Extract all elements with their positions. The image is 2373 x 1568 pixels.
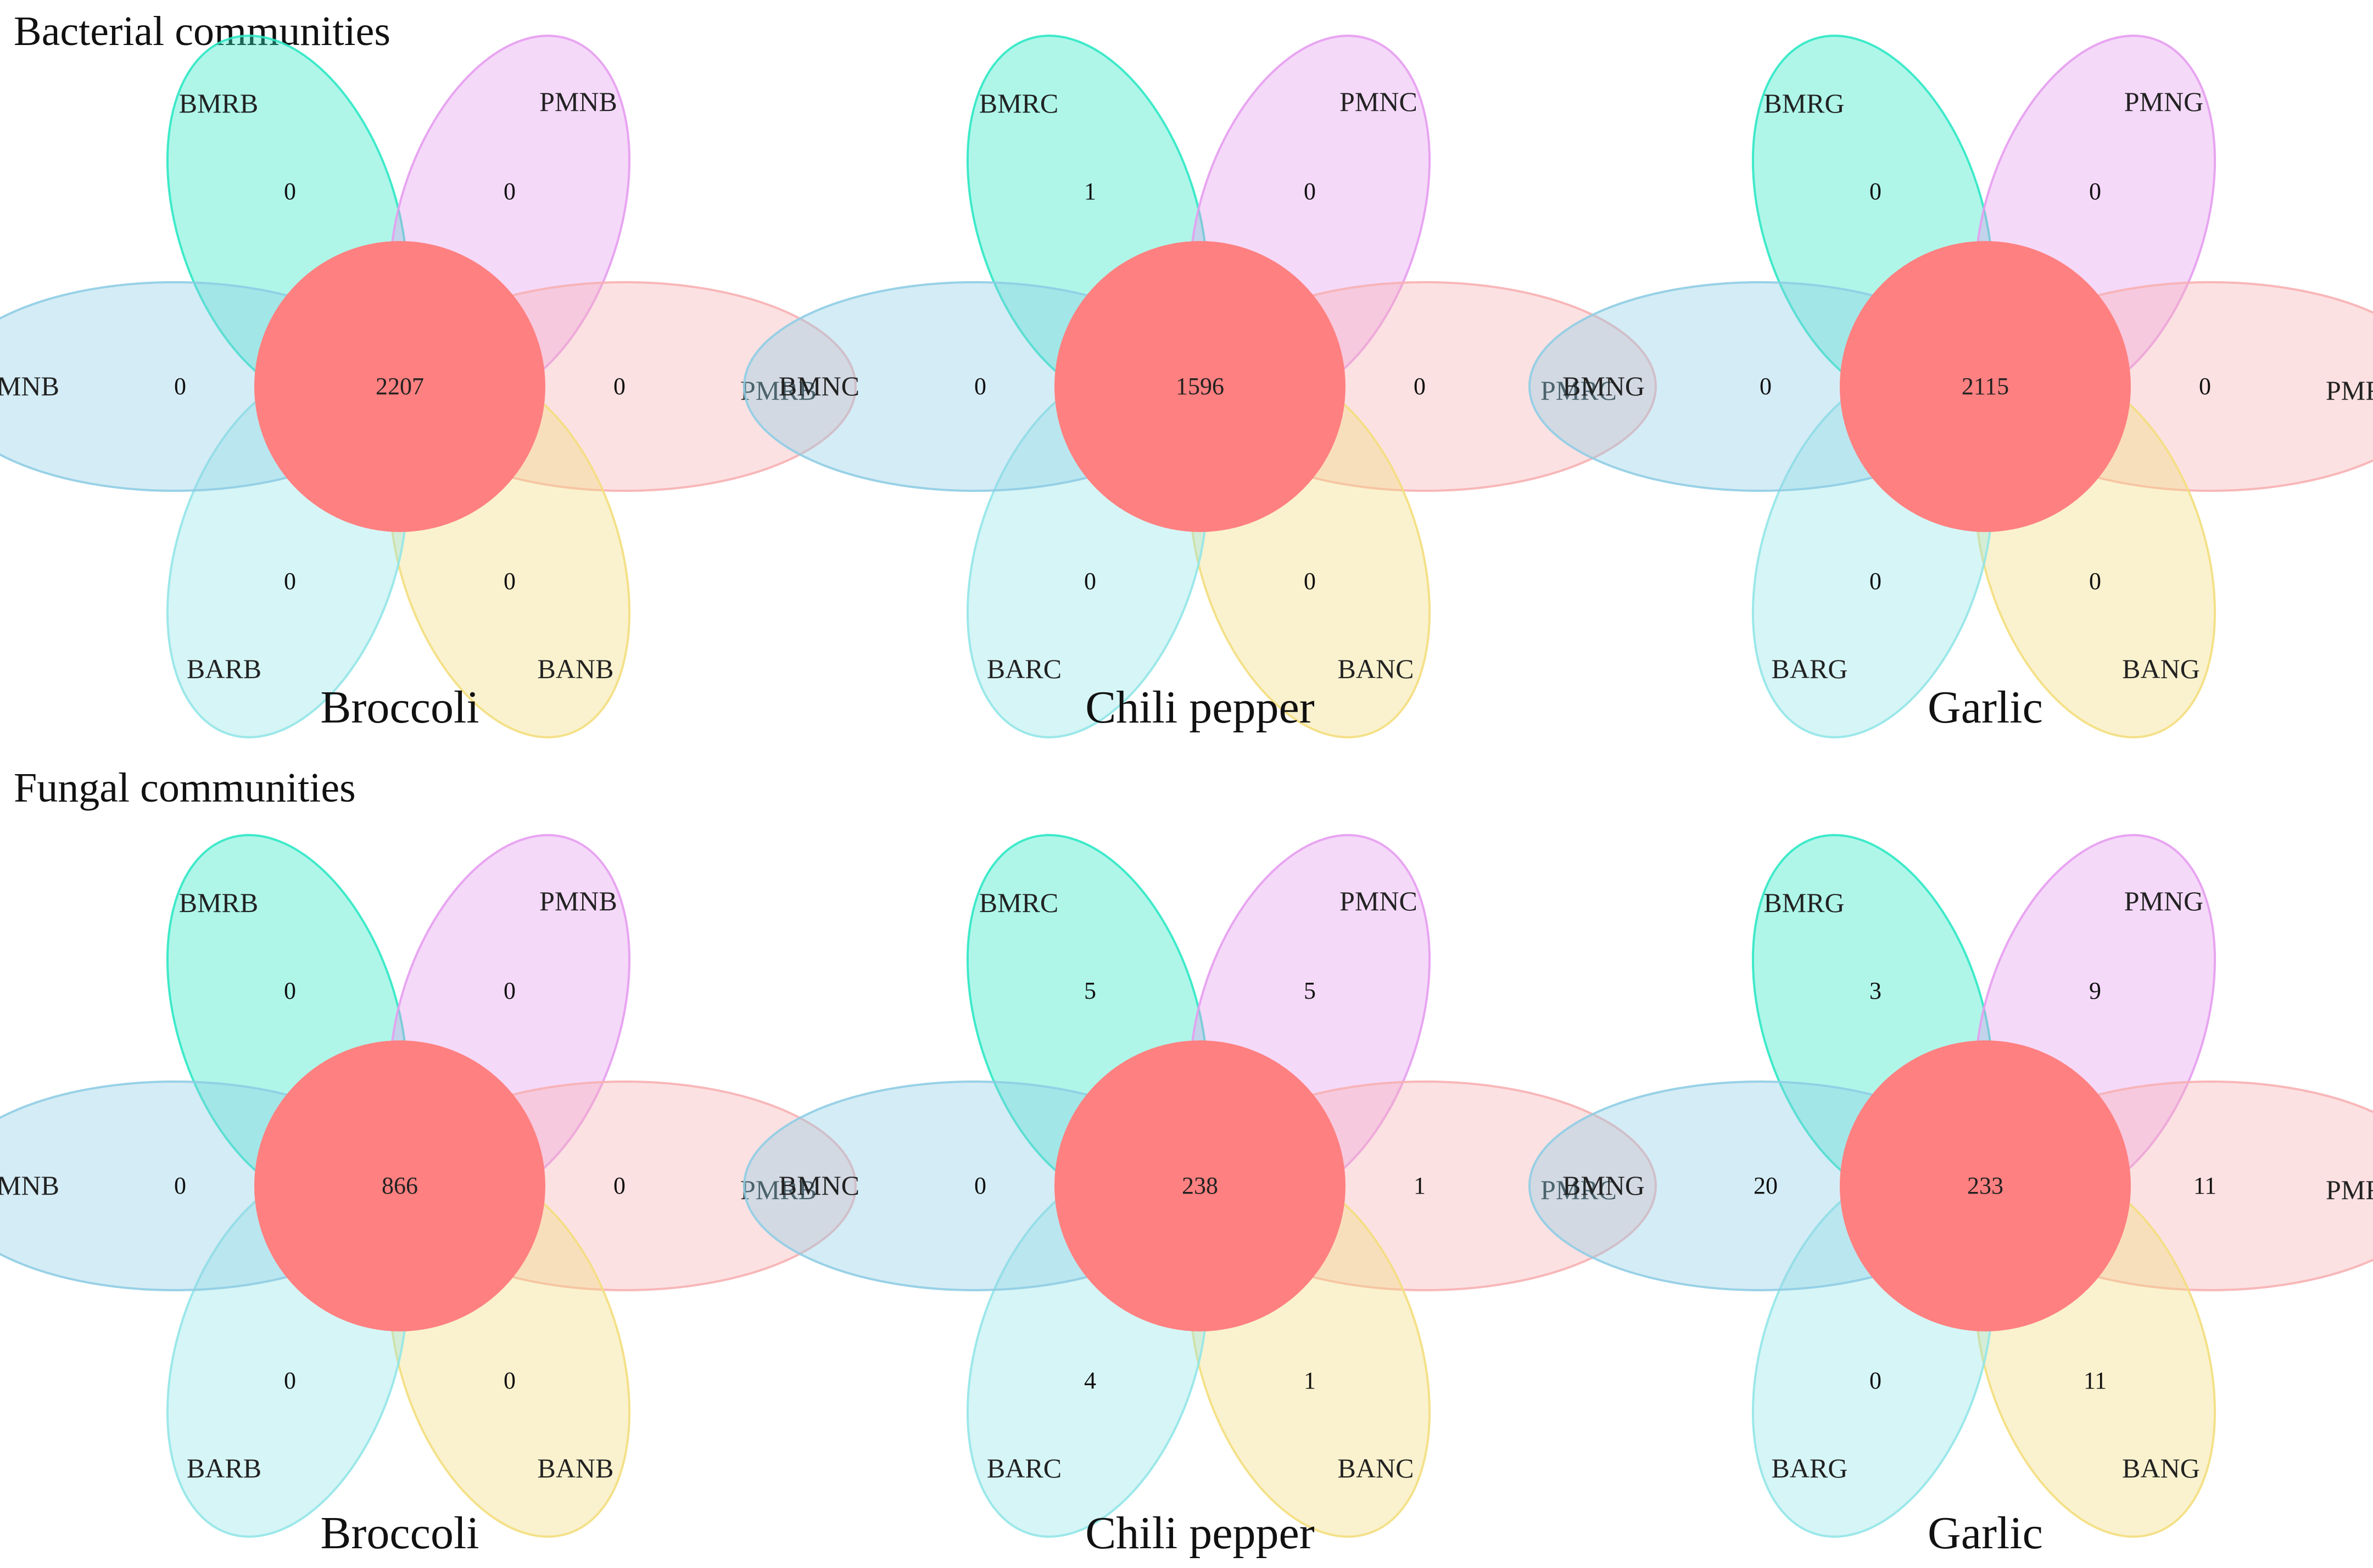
count-right: 1 bbox=[1414, 1172, 1426, 1199]
count-left: 20 bbox=[1754, 1172, 1778, 1199]
set-label-bottom-left: BARG bbox=[1772, 1453, 1848, 1483]
count-bottom-right: 0 bbox=[1304, 568, 1316, 595]
set-label-left: BMNC bbox=[779, 1170, 859, 1201]
count-top: 0 bbox=[284, 178, 296, 205]
set-label-bottom-right: BANB bbox=[538, 1453, 614, 1483]
core-circle bbox=[254, 241, 545, 532]
count-left: 0 bbox=[174, 1172, 186, 1199]
panel-title: Broccoli bbox=[320, 682, 479, 733]
set-label-bottom-left: BARB bbox=[187, 1453, 261, 1483]
set-label-bottom-right: BANC bbox=[1338, 653, 1414, 684]
set-label-top-right: PMNC bbox=[1339, 86, 1417, 117]
count-left: 0 bbox=[174, 373, 186, 400]
set-label-bottom-right: BANG bbox=[2122, 653, 2200, 684]
set-label-top: BMRC bbox=[979, 887, 1059, 918]
count-bottom-right: 0 bbox=[504, 1367, 516, 1394]
set-label-bottom-left: BARB bbox=[187, 653, 261, 684]
count-core: 2115 bbox=[1962, 373, 2009, 400]
set-label-top-right: PMNG bbox=[2124, 886, 2203, 916]
venn-panel-fungal-1: 5 5 1 1 4 0 238 BMRC PMNC PMRC BANC BARC BMNC Chili p… bbox=[743, 834, 1657, 1559]
count-bottom-left: 0 bbox=[1084, 568, 1096, 595]
count-bottom-left: 4 bbox=[1084, 1367, 1096, 1394]
count-right: 0 bbox=[613, 1172, 626, 1199]
set-label-top: BMRC bbox=[979, 88, 1059, 119]
set-label-right: PMRG bbox=[2326, 1174, 2373, 1205]
set-label-top: BMRG bbox=[1763, 88, 1844, 119]
count-bottom-left: 0 bbox=[284, 568, 296, 595]
set-label-left: BMNG bbox=[1562, 371, 1645, 401]
count-bottom-right: 0 bbox=[504, 568, 516, 595]
core-circle bbox=[1054, 241, 1345, 532]
count-top: 0 bbox=[1869, 178, 1881, 205]
set-label-bottom-left: BARC bbox=[987, 1453, 1062, 1483]
count-core: 233 bbox=[1967, 1172, 2003, 1199]
set-label-top: BMRB bbox=[179, 88, 259, 119]
panel-title: Chili pepper bbox=[1085, 1508, 1315, 1559]
count-top: 3 bbox=[1869, 977, 1881, 1004]
core-circle bbox=[1840, 1040, 2131, 1331]
count-top-right: 5 bbox=[1304, 977, 1316, 1004]
count-core: 238 bbox=[1182, 1172, 1218, 1199]
set-label-left: BMNC bbox=[779, 371, 859, 401]
count-top: 5 bbox=[1084, 977, 1096, 1004]
count-bottom-right: 11 bbox=[2084, 1367, 2107, 1394]
count-top-right: 0 bbox=[1304, 178, 1316, 205]
count-core: 2207 bbox=[376, 373, 424, 400]
set-label-top-right: PMNB bbox=[539, 86, 617, 117]
panel-title: Chili pepper bbox=[1085, 682, 1315, 733]
count-left: 0 bbox=[974, 1172, 986, 1199]
venn-panel-bacterial-2: 0 0 0 0 0 0 2115 BMRG PMNG PMRG BANG BARG BMNG Garlic bbox=[1528, 35, 2373, 738]
count-left: 0 bbox=[974, 373, 986, 400]
set-label-bottom-right: BANG bbox=[2122, 1453, 2200, 1483]
venn-panel-bacterial-1: 1 0 0 0 0 0 1596 BMRC PMNC PMRC BANC BARC BMNC Chili … bbox=[743, 35, 1657, 738]
panel-title: Broccoli bbox=[320, 1508, 479, 1559]
count-top-right: 0 bbox=[504, 178, 516, 205]
set-label-right: PMRC bbox=[1540, 1174, 1617, 1205]
set-label-left: BMNG bbox=[1562, 1170, 1645, 1201]
venn-panel-fungal-2: 3 9 11 11 0 20 233 BMRG PMNG PMRG BANG BARG BMNG Garl… bbox=[1528, 834, 2373, 1559]
set-label-top-right: PMNG bbox=[2124, 86, 2203, 117]
panel-title: Garlic bbox=[1928, 682, 2043, 733]
count-core: 866 bbox=[382, 1172, 418, 1199]
section-title-bacterial: Bacterial communities bbox=[14, 8, 390, 54]
set-label-bottom-right: BANB bbox=[538, 653, 614, 684]
set-label-bottom-right: BANC bbox=[1338, 1453, 1414, 1483]
set-label-right: PMRB bbox=[740, 375, 817, 406]
count-bottom-left: 0 bbox=[1869, 568, 1881, 595]
section-title-fungal: Fungal communities bbox=[14, 765, 356, 811]
set-label-top-right: PMNC bbox=[1339, 886, 1417, 916]
core-circle bbox=[1840, 241, 2131, 532]
count-core: 1596 bbox=[1176, 373, 1224, 400]
set-label-right: PMRG bbox=[2326, 375, 2373, 406]
count-top: 1 bbox=[1084, 178, 1096, 205]
core-circle bbox=[1054, 1040, 1345, 1331]
count-right: 0 bbox=[2199, 373, 2211, 400]
count-right: 0 bbox=[1414, 373, 1426, 400]
count-top: 0 bbox=[284, 977, 296, 1004]
count-bottom-left: 0 bbox=[1869, 1367, 1881, 1394]
count-left: 0 bbox=[1760, 373, 1772, 400]
count-bottom-right: 1 bbox=[1304, 1367, 1316, 1394]
set-label-right: PMRC bbox=[1540, 375, 1617, 406]
set-label-bottom-left: BARC bbox=[987, 653, 1062, 684]
count-bottom-right: 0 bbox=[2089, 568, 2101, 595]
core-circle bbox=[254, 1040, 545, 1331]
set-label-right: PMRB bbox=[740, 1174, 817, 1205]
set-label-top: BMRG bbox=[1763, 887, 1844, 918]
count-top-right: 0 bbox=[504, 977, 516, 1004]
set-label-bottom-left: BARG bbox=[1772, 653, 1848, 684]
count-right: 0 bbox=[613, 373, 626, 400]
count-top-right: 9 bbox=[2089, 977, 2101, 1004]
count-right: 11 bbox=[2193, 1172, 2216, 1199]
panel-title: Garlic bbox=[1928, 1508, 2043, 1559]
count-bottom-left: 0 bbox=[284, 1367, 296, 1394]
set-label-top-right: PMNB bbox=[539, 886, 617, 916]
set-label-top: BMRB bbox=[179, 887, 259, 918]
count-top-right: 0 bbox=[2089, 178, 2101, 205]
